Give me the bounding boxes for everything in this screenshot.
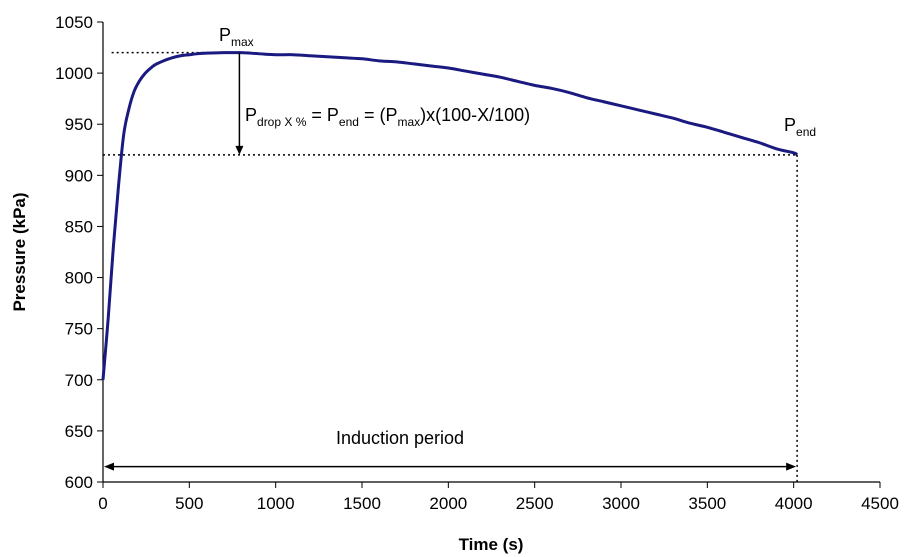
x-tick-label: 2500 [516,494,554,513]
x-tick-label: 1500 [343,494,381,513]
y-tick-label: 600 [65,473,93,492]
y-tick-label: 800 [65,269,93,288]
x-tick-label: 1000 [257,494,295,513]
x-tick-label: 500 [175,494,203,513]
y-tick-label: 1000 [55,64,93,83]
y-tick-label: 650 [65,422,93,441]
x-tick-label: 0 [98,494,107,513]
pend-annotation: Pend [784,115,816,139]
pressure-drop-formula: Pdrop X % = Pend = (Pmax)x(100-X/100) [245,105,530,129]
y-tick-label: 900 [65,166,93,185]
x-tick-label: 4000 [775,494,813,513]
x-tick-label: 3500 [688,494,726,513]
x-tick-label: 2000 [429,494,467,513]
pressure-drop-arrow-head [235,145,244,155]
y-tick-label: 950 [65,115,93,134]
series-line-pressure [101,51,799,380]
x-ticks: 0 500 1000 1500 2000 2500 3000 3500 4000 4500 [98,482,899,513]
induction-arrow-head-right [786,462,797,471]
x-tick-label: 3000 [602,494,640,513]
pmax-annotation: Pmax [219,25,254,49]
x-tick-label: 4500 [861,494,899,513]
y-ticks: 600 650 700 750 800 850 900 950 1000 1050 [55,13,103,492]
y-tick-label: 850 [65,217,93,236]
axes [102,22,880,483]
induction-arrow-head-left [104,462,114,471]
induction-period-label: Induction period [336,428,464,448]
y-tick-label: 1050 [55,13,93,32]
y-tick-label: 700 [65,371,93,390]
y-axis-title: Pressure (kPa) [10,192,29,311]
x-axis-title: Time (s) [459,535,524,554]
y-tick-label: 750 [65,320,93,339]
